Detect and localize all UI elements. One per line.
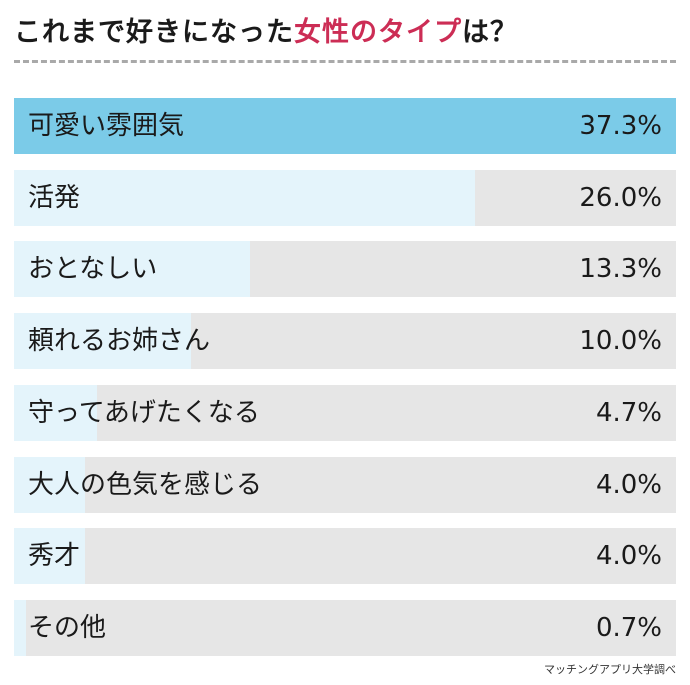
bar-label: 守ってあげたくなる (28, 398, 260, 428)
bar-value-label: 37.3% (579, 111, 662, 141)
bar-value-label: 0.7% (595, 613, 662, 643)
bar-chart: 可愛い雰囲気 37.3% 活発 26.0% おとなしい 13.3% 頼れるお姉さん 10.0%… (14, 98, 676, 658)
bar-label: 大人の色気を感じる (28, 470, 263, 500)
source-note: マッチングアプリ大学調べ (544, 663, 676, 676)
bar-row: おとなしい 13.3% (14, 241, 676, 297)
title-divider (14, 60, 676, 63)
chart-title: これまで好きになった女性のタイプは？ (14, 10, 518, 49)
bar (14, 170, 476, 226)
bar-value-label: 10.0% (579, 326, 662, 356)
bar-value-label: 4.7% (595, 398, 662, 428)
bar-label: その他 (28, 613, 107, 643)
bar-row: 守ってあげたくなる 4.7% (14, 385, 676, 441)
bar-row: その他 0.7% (14, 600, 676, 656)
bar-row: 秀才 4.0% (14, 528, 676, 584)
bar (14, 600, 27, 656)
bar-row: 大人の色気を感じる 4.0% (14, 457, 676, 513)
bar-row: 活発 26.0% (14, 170, 676, 226)
bar (14, 241, 251, 297)
bar-label: 可愛い雰囲気 (28, 111, 185, 141)
bar-label: 活発 (28, 183, 81, 213)
bar (14, 98, 676, 154)
bar-row: 頼れるお姉さん 10.0% (14, 313, 676, 369)
bar (14, 457, 85, 513)
title-prefix: これまで好きになった (14, 17, 294, 48)
bar-label: おとなしい (28, 254, 158, 284)
bar-value-label: 4.0% (595, 470, 662, 500)
bar (14, 528, 85, 584)
bar-value-label: 26.0% (579, 183, 662, 213)
title-highlight: 女性のタイプ (294, 17, 462, 48)
bar-label: 秀才 (28, 541, 81, 571)
bar-label: 頼れるお姉さん (28, 326, 211, 356)
bar (14, 313, 192, 369)
bar-value-label: 13.3% (579, 254, 662, 284)
title-suffix: は？ (462, 17, 518, 48)
bar-row: 可愛い雰囲気 37.3% (14, 98, 676, 154)
bar (14, 385, 98, 441)
bar-value-label: 4.0% (595, 541, 662, 571)
